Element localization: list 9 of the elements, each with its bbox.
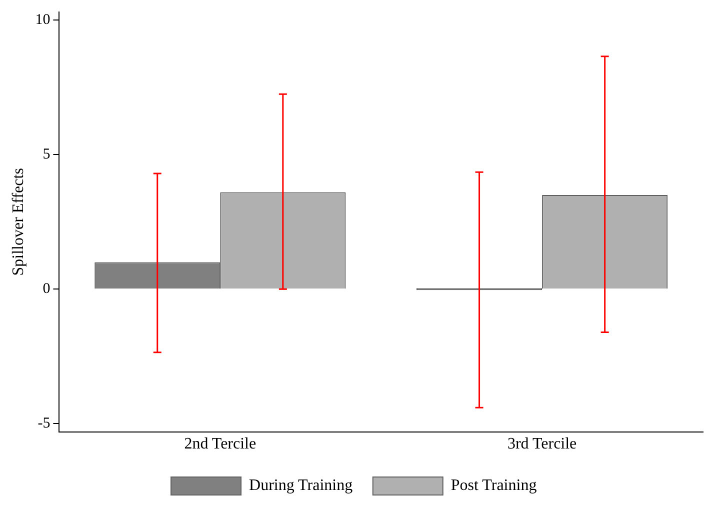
legend-label: Post Training [450,477,537,494]
y-tick-label: -5 [38,416,50,432]
y-tick-label: 0 [42,281,50,298]
y-tick-label: 5 [42,146,50,163]
legend-label: During Training [249,477,353,494]
y-tick-label: 10 [35,12,50,28]
y-axis-title: Spillover Effects [10,168,27,276]
x-tick-label: 3rd Tercile [507,436,577,453]
x-tick-label: 2nd Tercile [184,436,256,453]
